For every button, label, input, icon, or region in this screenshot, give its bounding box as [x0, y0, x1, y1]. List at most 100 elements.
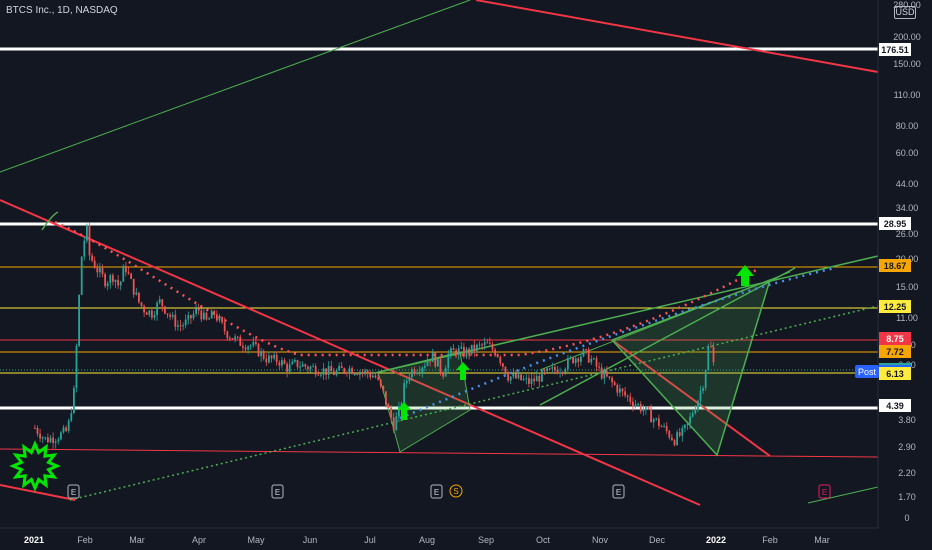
candle-body [455, 350, 457, 356]
earnings-marker-icon[interactable]: E [271, 484, 284, 499]
candle-body [377, 377, 379, 380]
candle-body [478, 344, 481, 346]
candle-body [658, 418, 660, 427]
candle-body [476, 344, 478, 351]
candle-body [36, 428, 39, 434]
event-markers[interactable]: E E E S E E [67, 484, 831, 499]
price-tick-label: 60.00 [896, 148, 919, 158]
annotation-layer[interactable] [9, 211, 754, 492]
candle-body [533, 378, 535, 382]
post-market-tag [855, 365, 879, 378]
price-tick-label: 0 [904, 513, 909, 523]
candle-body [338, 366, 340, 371]
candle-body [190, 315, 192, 319]
candle-body [80, 256, 83, 295]
candle-body [244, 347, 247, 350]
currency-badge[interactable]: USD [894, 6, 916, 19]
candle-body [470, 344, 473, 355]
candle-body [468, 348, 470, 355]
earnings-marker-future-icon[interactable]: E [818, 484, 831, 499]
trend-line-top-green[interactable] [0, 0, 471, 173]
candle-body [684, 424, 686, 429]
trend-line-bottom-green[interactable] [807, 486, 879, 504]
price-label-box [879, 217, 911, 230]
candle-body [580, 356, 582, 362]
candle-body [577, 358, 580, 362]
candle-body [57, 439, 60, 442]
candle-body [429, 361, 431, 363]
candle-body [460, 346, 463, 349]
price-label-value: 176.51 [881, 45, 909, 55]
candle-body [275, 354, 278, 363]
time-tick-label: Mar [129, 535, 145, 545]
candle-body [304, 364, 307, 367]
price-tick-label: 80.00 [896, 121, 919, 131]
earnings-marker-icon[interactable]: E [67, 484, 80, 499]
candle-body [590, 358, 593, 363]
candle-body [301, 364, 304, 367]
candle-body [587, 349, 590, 363]
candle-body [210, 310, 213, 319]
candle-body [145, 312, 148, 315]
time-tick-label: Dec [649, 535, 666, 545]
earnings-marker-icon[interactable]: E [612, 484, 625, 499]
trend-line-dotted-green[interactable] [69, 305, 879, 501]
candle-body [413, 369, 416, 374]
candle-body [548, 368, 551, 370]
candle-body [431, 352, 434, 362]
candle-body [247, 346, 249, 350]
candle-body [671, 437, 673, 441]
candle-body [496, 355, 499, 357]
candle-body [299, 366, 301, 368]
candle-body [439, 359, 442, 373]
candle-body [169, 314, 171, 317]
up-arrow-icon[interactable] [456, 362, 470, 380]
time-axis[interactable]: 2021 Feb Mar Apr May Jun Jul Aug Sep Oct Nov Dec 202… [0, 527, 932, 550]
candle-body [598, 366, 600, 368]
projection-dotted-red-top[interactable] [54, 220, 761, 357]
candle-body [619, 388, 621, 393]
split-marker-icon[interactable]: S [449, 484, 463, 498]
candle-body [158, 299, 161, 303]
candle-body [122, 265, 125, 282]
candle-body [49, 437, 52, 443]
candle-body [655, 418, 658, 420]
candle-body [75, 345, 78, 389]
candle-body [195, 308, 197, 314]
candle-body [283, 360, 286, 364]
time-tick-label: Jun [303, 535, 318, 545]
candle-body [559, 372, 561, 374]
trend-line-red-short[interactable] [611, 339, 771, 457]
up-arrow-icon[interactable] [397, 402, 411, 420]
trend-line-top-red[interactable] [475, 0, 879, 73]
trend-line-channel-mid[interactable] [539, 267, 796, 406]
trend-line-main-red[interactable] [0, 199, 701, 506]
curve-mark-icon[interactable] [41, 211, 59, 231]
level-line-2-9[interactable] [0, 448, 879, 458]
earnings-marker-icon[interactable]: E [430, 484, 443, 499]
candle-body [96, 267, 99, 273]
candle-body [546, 368, 548, 372]
price-axis[interactable]: 280.00 200.00 150.00 110.00 80.00 60.00 44.00 3… [855, 0, 932, 528]
candle-body [309, 366, 312, 370]
candle-body [171, 314, 174, 317]
candle-body [520, 374, 522, 381]
candle-body [67, 420, 70, 431]
candle-body [229, 338, 231, 340]
trend-line-bottom-red[interactable] [0, 484, 76, 501]
candle-body [398, 406, 400, 417]
sun-star-icon[interactable] [9, 440, 61, 492]
candle-body [613, 382, 616, 385]
candle-body [39, 433, 41, 439]
candle-body [184, 319, 187, 326]
pattern-triangle-nov[interactable] [610, 278, 772, 457]
candle-body [223, 322, 226, 332]
time-tick-label: Aug [419, 535, 435, 545]
candle-body [426, 361, 429, 366]
up-arrow-icon[interactable] [736, 265, 754, 286]
candle-body [411, 369, 413, 378]
drawing-layer[interactable] [0, 0, 879, 506]
candle-body [127, 272, 130, 274]
candle-body [603, 371, 606, 379]
